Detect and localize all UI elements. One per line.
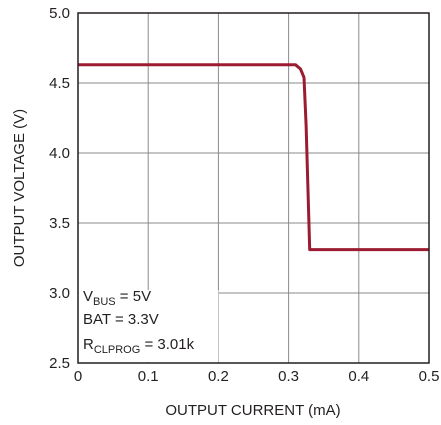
- series-layer: [78, 63, 429, 252]
- x-axis-title: OUTPUT CURRENT (mA): [165, 402, 340, 419]
- annotation-background: [79, 290, 219, 362]
- series-line: [78, 63, 429, 252]
- y-axis-title: OUTPUT VOLTAGE (V): [11, 109, 28, 267]
- plot-frame: [77, 12, 430, 364]
- x-tick-label: 0.5: [419, 368, 440, 385]
- tick-labels: 0 0.1 0.2 0.3 0.4 0.5 2.5 3.0 3.5 4.0 4.5 5.0: [49, 5, 439, 385]
- conditions-annotation: VBUS = 5V BAT = 3.3V RCLPROG = 3.01k: [83, 288, 195, 356]
- y-tick-label: 3.0: [49, 285, 70, 302]
- annotation-rclprog: RCLPROG = 3.01k: [83, 336, 195, 356]
- x-tick-label: 0.2: [208, 368, 229, 385]
- y-tick-label: 4.0: [49, 145, 70, 162]
- annotation-vbus: VBUS = 5V: [83, 288, 151, 308]
- x-tick-label: 0.3: [278, 368, 299, 385]
- y-tick-label: 5.0: [49, 5, 70, 22]
- y-tick-label: 4.5: [49, 75, 70, 92]
- x-tick-label: 0.4: [348, 368, 369, 385]
- annotation-bat: BAT = 3.3V: [83, 311, 159, 328]
- y-tick-label: 2.5: [49, 355, 70, 372]
- x-tick-label: 0.1: [138, 368, 159, 385]
- y-tick-label: 3.5: [49, 215, 70, 232]
- x-tick-label: 0: [74, 368, 82, 385]
